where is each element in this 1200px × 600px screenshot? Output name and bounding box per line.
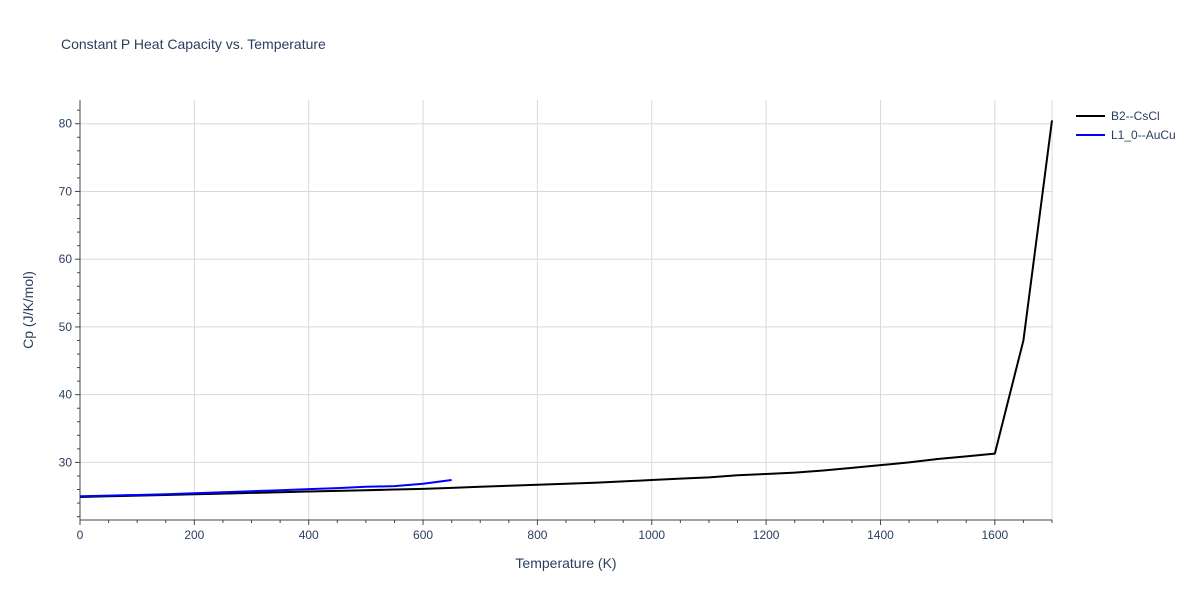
x-tick-label: 600 — [413, 528, 433, 542]
legend: B2--CsCl L1_0--AuCu — [1076, 106, 1176, 144]
legend-swatch-l1-0-aucu — [1076, 133, 1105, 136]
legend-label-b2-cscl: B2--CsCl — [1111, 108, 1160, 123]
x-tick-label: 400 — [299, 528, 319, 542]
series-line-l1-0-aucu — [79, 479, 452, 498]
chart-title: Constant P Heat Capacity vs. Temperature — [61, 36, 326, 52]
y-tick-label: 60 — [59, 252, 73, 266]
legend-label-l1-0-aucu: L1_0--AuCu — [1111, 127, 1176, 142]
y-axis-label: Cp (J/K/mol) — [20, 271, 36, 349]
y-tick-label: 80 — [59, 117, 73, 131]
x-tick-label: 200 — [184, 528, 204, 542]
x-axis-label: Temperature (K) — [515, 555, 616, 571]
x-tick-label: 1400 — [867, 528, 894, 542]
x-tick-label: 1000 — [638, 528, 665, 542]
legend-item-l1-0-aucu[interactable]: L1_0--AuCu — [1076, 125, 1176, 144]
axes — [75, 100, 1053, 525]
x-tick-label: 1200 — [753, 528, 780, 542]
legend-item-b2-cscl[interactable]: B2--CsCl — [1076, 106, 1176, 125]
legend-swatch-b2-cscl — [1076, 114, 1105, 117]
series-lines — [79, 120, 1053, 498]
x-tick-label: 800 — [527, 528, 547, 542]
tick-labels: 0 200 400 600 800 1000 1200 1400 1600 30 40 50 60 70 8… — [59, 117, 1009, 542]
grid-lines — [80, 100, 1053, 520]
series-line-b2-cscl — [79, 120, 1053, 498]
x-tick-label: 1600 — [981, 528, 1008, 542]
x-tick-label: 0 — [77, 528, 84, 542]
y-tick-label: 40 — [59, 388, 73, 402]
y-tick-label: 30 — [59, 455, 73, 469]
y-tick-label: 50 — [59, 320, 73, 334]
y-tick-label: 70 — [59, 184, 73, 198]
